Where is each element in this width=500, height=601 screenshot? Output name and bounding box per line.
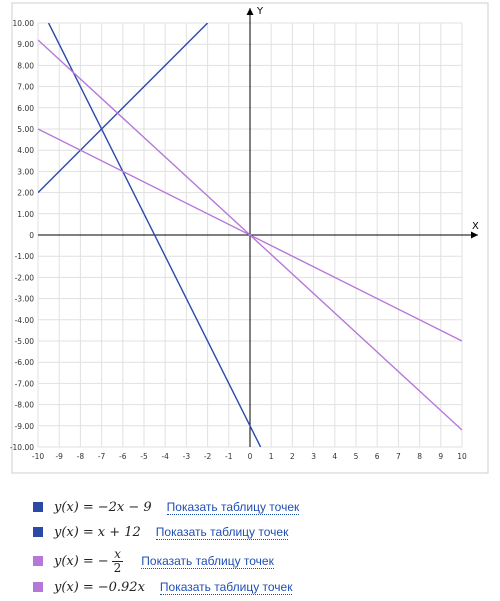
show-points-table-link[interactable]: Показать таблицу точек [155, 524, 289, 540]
formula-lhs: y(x) [54, 579, 79, 595]
y-tick-label: -2.00 [15, 273, 35, 282]
legend-item: y(x) = x + 12 Показать таблицу точек [33, 521, 289, 543]
x-tick-label: 5 [354, 452, 359, 461]
legend-item: y(x) = − x 2 Показать таблицу точек [33, 546, 274, 576]
formula-rhs: −0.92x [97, 579, 145, 595]
series-lines [38, 23, 462, 447]
x-tick-label: 10 [457, 452, 467, 461]
legend-swatch [33, 527, 43, 537]
y-tick-label: -7.00 [15, 379, 35, 388]
x-tick-label: 0 [248, 452, 253, 461]
y-tick-label: -1.00 [15, 252, 35, 261]
series-line [38, 39, 462, 431]
formula-eq: = [82, 499, 94, 515]
formula-eq: = [82, 553, 94, 569]
tick-labels: -10 -9 -8 -7 -6 -5 -4 -3 -2 -1 0 1 2 3 4 5 6 7 8 9 1010.009.… [10, 19, 467, 461]
chart-area: -10 -9 -8 -7 -6 -5 -4 -3 -2 -1 0 1 2 3 4 5 6 7 8 9 10 10.00 9.… [10, 2, 489, 474]
formula-lhs: y(x) [54, 553, 79, 569]
formula-lhs: y(x) [54, 524, 79, 540]
y-tick-label: 8.00 [17, 61, 34, 70]
y-tick-label: 9.00 [17, 40, 34, 49]
x-tick-label: 6 [375, 452, 380, 461]
x-tick-label: -6 [119, 452, 127, 461]
x-tick-label: -5 [140, 452, 148, 461]
x-tick-label: 1 [269, 452, 274, 461]
x-tick-label: -9 [55, 452, 63, 461]
y-tick-label: -3.00 [15, 295, 35, 304]
x-tick-label: -7 [98, 452, 106, 461]
x-tick-label: -10 [32, 452, 44, 461]
x-tick-label: -4 [161, 452, 169, 461]
x-tick-label: -1 [225, 452, 233, 461]
formula-minus: − [97, 553, 109, 569]
y-tick-label: 2.00 [17, 189, 34, 198]
legend-swatch [33, 502, 43, 512]
y-tick-label: -4.00 [15, 316, 35, 325]
y-tick-label: -10.00 [10, 443, 34, 452]
formula-fraction: x 2 [112, 546, 124, 575]
x-tick-label: 8 [417, 452, 422, 461]
axes [38, 8, 478, 447]
show-points-table-link[interactable]: Показать таблицу точек [141, 553, 274, 569]
y-tick-label: 1.00 [17, 210, 34, 219]
series-line [38, 23, 209, 194]
x-tick-label: 3 [311, 452, 316, 461]
fraction-denominator: 2 [113, 560, 122, 575]
legend-item: y(x) = −0.92x Показать таблицу точек [33, 576, 293, 598]
x-tick-label: -2 [204, 452, 212, 461]
legend-swatch [33, 556, 43, 566]
formula-rhs: −2x − 9 [97, 499, 152, 515]
y-axis-label: Y [256, 6, 264, 17]
show-points-table-link[interactable]: Показать таблицу точек [159, 579, 293, 595]
y-tick-label: -8.00 [15, 401, 35, 410]
x-tick-label: -8 [77, 452, 85, 461]
y-tick-label: -6.00 [15, 358, 35, 367]
legend-formula: y(x) = −0.92x [54, 580, 145, 595]
x-axis-arrow [471, 231, 478, 239]
y-tick-label: 10.00 [13, 19, 35, 28]
legend-formula: y(x) = − x 2 [54, 546, 126, 575]
x-tick-label: 2 [290, 452, 295, 461]
x-tick-label: 4 [332, 452, 337, 461]
legend-item: y(x) = −2x − 9 Показать таблицу точек [33, 496, 300, 518]
y-tick-label: 0 [29, 231, 34, 240]
formula-rhs: x + 12 [97, 524, 141, 540]
formula-lhs: y(x) [54, 499, 79, 515]
legend-formula: y(x) = x + 12 [54, 525, 141, 540]
y-tick-label: -5.00 [15, 337, 35, 346]
show-points-table-link[interactable]: Показать таблицу точек [166, 499, 300, 515]
formula-eq: = [82, 524, 94, 540]
y-tick-label: 6.00 [17, 104, 34, 113]
formula-eq: = [82, 579, 94, 595]
y-tick-label: -9.00 [15, 422, 35, 431]
x-tick-label: 7 [396, 452, 401, 461]
chart-svg: -10 -9 -8 -7 -6 -5 -4 -3 -2 -1 0 1 2 3 4 5 6 7 8 9 1010.009.… [10, 2, 489, 474]
legend-formula: y(x) = −2x − 9 [54, 500, 152, 515]
fraction-numerator: x [112, 546, 123, 562]
legend-swatch [33, 582, 43, 592]
series-line [47, 23, 262, 447]
y-axis-arrow [246, 8, 254, 15]
x-tick-label: -3 [183, 452, 191, 461]
x-tick-label: 9 [438, 452, 443, 461]
y-tick-label: 4.00 [17, 146, 34, 155]
y-tick-label: 5.00 [17, 125, 34, 134]
y-tick-label: 7.00 [17, 83, 34, 92]
y-tick-label: 3.00 [17, 167, 34, 176]
x-axis-label: X [472, 221, 479, 232]
